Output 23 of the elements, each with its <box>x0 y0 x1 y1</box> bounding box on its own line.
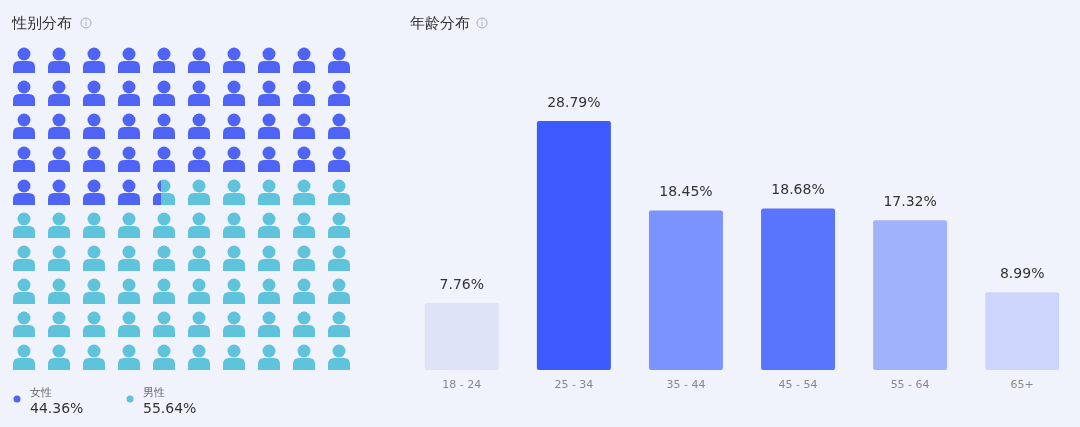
data-label: 44.36% <box>30 400 84 416</box>
x-tick-label: 35 - 44 <box>666 378 706 391</box>
category-label: 男性 <box>143 386 165 399</box>
data-label: 18.45% <box>659 183 713 200</box>
category-label: 女性 <box>30 386 52 399</box>
data-label: 7.76% <box>439 275 485 292</box>
x-tick-label: 25 - 34 <box>554 378 594 391</box>
data-label: 55.64% <box>143 400 197 416</box>
x-tick-label: 65+ <box>1010 378 1034 391</box>
x-tick-label: 55 - 64 <box>890 378 930 391</box>
data-label: 8.99% <box>999 265 1045 282</box>
data-label: 18.68% <box>771 181 825 198</box>
bar <box>648 210 723 370</box>
x-tick-label: 45 - 54 <box>778 378 818 391</box>
x-tick-label: 18 - 24 <box>442 378 482 391</box>
bar <box>761 208 836 370</box>
data-label: 28.79% <box>547 94 601 110</box>
chart-title: 年龄分布 <box>410 14 470 32</box>
bar <box>536 121 611 370</box>
bar <box>873 220 948 370</box>
data-label: 17.32% <box>883 193 937 210</box>
text: 性别分布 <box>11 14 72 32</box>
bar <box>985 292 1060 370</box>
